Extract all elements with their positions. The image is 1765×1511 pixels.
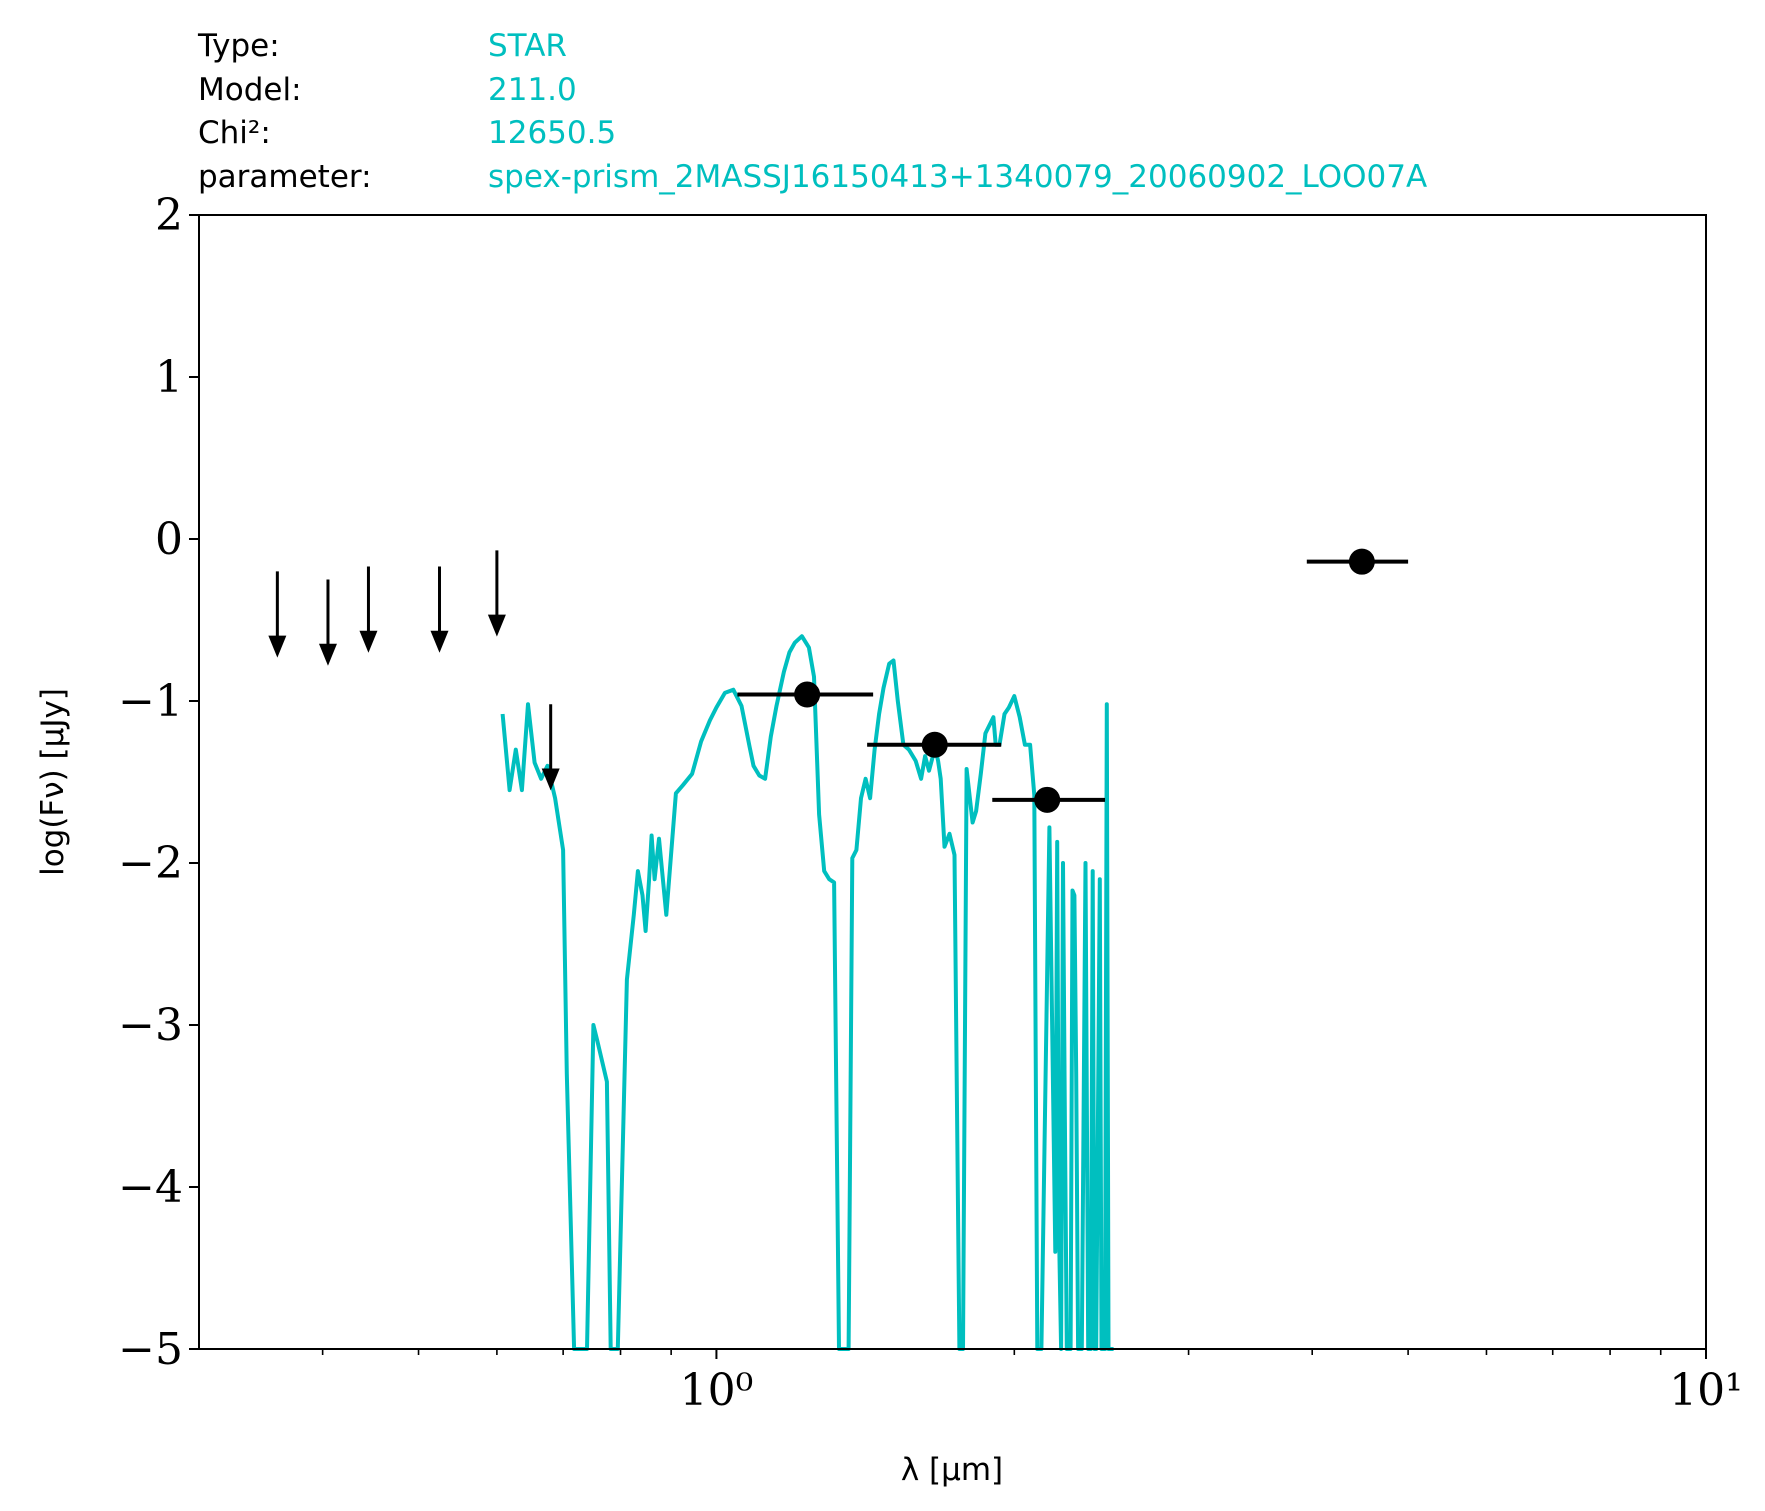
- info-value-parameter: spex-prism_2MASSJ16150413+1340079_200609…: [488, 159, 1427, 195]
- upper-limit-arrow: [268, 571, 287, 658]
- upper-limit-head: [541, 768, 560, 791]
- upper-limit-head: [268, 635, 287, 658]
- upper-limit-arrow: [430, 566, 449, 653]
- y-tick-label: −1: [118, 676, 183, 727]
- model-spectrum-line: [500, 634, 1114, 1351]
- axis-ticks: 2 1 0 −1 −2 −3 −4 −5 10⁰ 10¹: [118, 190, 1743, 1416]
- x-tick-label: 10⁰: [680, 1365, 754, 1416]
- info-label-type: Type:: [197, 28, 280, 64]
- detection-point: [992, 786, 1106, 813]
- detection-marker: [794, 681, 821, 708]
- y-tick-label: 1: [155, 352, 183, 403]
- y-tick-label: 2: [155, 190, 183, 241]
- photometry-detections: [737, 548, 1409, 813]
- upper-limit-arrow: [541, 704, 560, 791]
- upper-limit-head: [359, 630, 378, 653]
- info-value-chi2: 12650.5: [488, 115, 616, 151]
- upper-limits: [268, 550, 560, 791]
- upper-limit-arrow: [487, 550, 506, 637]
- plot-frame: [198, 214, 1707, 1350]
- detection-marker: [1034, 786, 1061, 813]
- y-axis-title: log(Fν) [μJy]: [35, 688, 71, 876]
- info-label-chi2: Chi²:: [198, 115, 271, 151]
- upper-limit-head: [430, 630, 449, 653]
- x-tick-label: 10¹: [1669, 1365, 1743, 1416]
- upper-limit-head: [318, 643, 337, 666]
- upper-limit-head: [487, 614, 506, 637]
- upper-limit-arrow: [359, 566, 378, 653]
- y-tick-label: −3: [118, 1000, 183, 1051]
- info-label-parameter: parameter:: [198, 159, 372, 195]
- info-label-model: Model:: [198, 72, 302, 108]
- upper-limit-arrow: [318, 579, 337, 666]
- y-tick-label: −4: [118, 1162, 183, 1213]
- detection-point: [737, 681, 874, 708]
- detection-point: [867, 731, 1002, 758]
- y-tick-label: −5: [118, 1324, 183, 1375]
- model-spectrum: [500, 634, 1114, 1351]
- y-tick-label: 0: [155, 514, 183, 565]
- detection-marker: [921, 731, 948, 758]
- detection-point: [1306, 548, 1409, 575]
- x-axis-title: λ [μm]: [901, 1452, 1003, 1488]
- y-tick-label: −2: [118, 838, 183, 889]
- info-value-model: 211.0: [488, 72, 577, 108]
- info-value-type: STAR: [488, 28, 567, 64]
- detection-marker: [1348, 548, 1375, 575]
- info-panel: Type: STAR Model: 211.0 Chi²: 12650.5 pa…: [197, 28, 1427, 195]
